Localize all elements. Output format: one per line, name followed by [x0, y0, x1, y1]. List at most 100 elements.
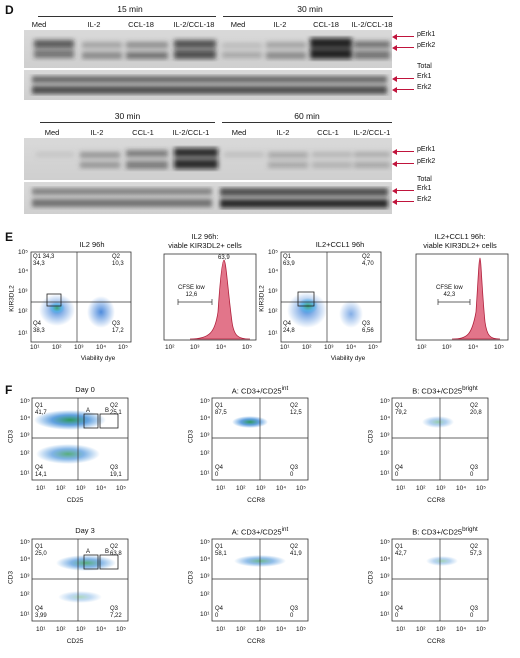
- f1-ylabel: CD3: [7, 430, 15, 444]
- e1-q4: Q4 38,3: [33, 321, 45, 334]
- f2-ytick-4: 10²: [200, 450, 210, 457]
- blot2-perk2-label: pErk2: [417, 158, 436, 165]
- blot1-perk1-label: pErk1: [417, 31, 436, 38]
- f1-xtick-1: 10¹: [36, 485, 46, 492]
- f3-ylabel: CD3: [367, 430, 375, 444]
- f6-xtick-5: 10⁵: [476, 626, 486, 633]
- e3-q2: Q2 4,70: [362, 254, 374, 267]
- e3-xtick-1: 10¹: [280, 344, 290, 351]
- blot2-time-bar-2: [222, 122, 392, 123]
- blot2-erk1-arrow: [392, 187, 414, 194]
- blot1-phospho-image: [24, 30, 392, 68]
- e4-cfse-gate: CFSE low 42,3: [436, 285, 463, 298]
- f3-ytick-2: 10⁴: [380, 415, 391, 422]
- f4-ytick-2: 10⁴: [20, 556, 31, 563]
- f6-xtick-3: 10³: [436, 626, 446, 633]
- blot1-lane-6: IL-2: [273, 20, 287, 29]
- e2-cfse-gate: CFSE low 12,6: [178, 285, 205, 298]
- f1-xtick-5: 10⁵: [116, 485, 126, 492]
- e1-ytick-1: 10⁵: [18, 249, 28, 256]
- f3-ytick-4: 10²: [380, 450, 390, 457]
- blot2-perk1-label: pErk1: [417, 146, 436, 153]
- f2-title: A: CD3+/CD25int: [231, 385, 289, 396]
- f6-xtick-2: 10²: [416, 626, 426, 633]
- f3-xtick-2: 10²: [416, 485, 426, 492]
- e1-q2: Q2 10,3: [112, 254, 124, 267]
- f1-ytick-5: 10¹: [20, 470, 30, 477]
- f1-title: Day 0: [75, 385, 95, 394]
- f6-ytick-2: 10⁴: [380, 556, 391, 563]
- blot1-lane-2: IL-2: [87, 20, 101, 29]
- blot1-perk1-arrow: [392, 33, 414, 40]
- blot1-erk1-label: Erk1: [417, 73, 432, 80]
- f1-ytick-4: 10²: [20, 450, 30, 457]
- e3-ylabel: KIR3DL2: [258, 285, 266, 312]
- f3-q2: Q2 20,8: [470, 403, 482, 416]
- e3-ytick-1: 10⁵: [268, 249, 278, 256]
- blot1-erk1-arrow: [392, 75, 414, 82]
- f5-title: A: CD3+/CD25int: [231, 526, 289, 537]
- f4-ytick-3: 10³: [20, 573, 30, 580]
- f6-xtick-4: 10⁴: [456, 626, 467, 633]
- e1-ytick-4: 10²: [18, 308, 28, 315]
- f1-xtick-2: 10²: [56, 485, 66, 492]
- f3-q4: Q4 0: [395, 465, 404, 478]
- blot2-lane-8: IL-2/CCL-1: [353, 128, 391, 137]
- f1-xtick-4: 10⁴: [96, 485, 107, 492]
- blot2-lane-6: IL-2: [276, 128, 290, 137]
- f3-xtick-4: 10⁴: [456, 485, 467, 492]
- f6-ytick-1: 10⁵: [380, 539, 390, 546]
- e2-histogram: [163, 253, 257, 341]
- blot1-time-30: 30 min: [297, 4, 323, 14]
- f2-xtick-2: 10²: [236, 485, 246, 492]
- e3-q1: Q1 63,9: [283, 254, 295, 267]
- f2-q4: Q4 0: [215, 465, 224, 478]
- f3-xtick-3: 10³: [436, 485, 446, 492]
- blot2-erk2-arrow: [392, 198, 414, 205]
- f4-q4: Q4 3,99: [35, 606, 47, 619]
- f1-ytick-2: 10⁴: [20, 415, 31, 422]
- blot1-perk2-label: pErk2: [417, 42, 436, 49]
- f2-xtick-1: 10¹: [216, 485, 226, 492]
- f4-xtick-3: 10³: [76, 626, 86, 633]
- f2-xlabel: CCR8: [247, 497, 265, 504]
- f5-xtick-5: 10⁵: [296, 626, 306, 633]
- f1-q3: Q3 19,1: [110, 465, 122, 478]
- f5-ytick-5: 10¹: [200, 611, 210, 618]
- f1-gate-a: A: [86, 408, 91, 414]
- e4-xtick-1: 10²: [417, 344, 427, 351]
- panel-d-letter: D: [5, 3, 14, 17]
- f4-gate-a: A: [86, 549, 91, 555]
- f3-q3: Q3 0: [470, 465, 479, 478]
- f1-dotplot: [31, 397, 129, 481]
- blot2-phospho-image: [24, 138, 392, 180]
- f6-ytick-3: 10³: [380, 573, 390, 580]
- f2-q1: Q1 87,5: [215, 403, 227, 416]
- f4-q3: Q3 7,22: [110, 606, 122, 619]
- blot1-lane-5: Med: [230, 20, 246, 29]
- f4-ylabel: CD3: [7, 571, 15, 585]
- f6-ytick-5: 10¹: [380, 611, 390, 618]
- f2-dotplot: [211, 397, 309, 481]
- e4-xtick-2: 10³: [442, 344, 452, 351]
- panel-e-letter: E: [5, 230, 14, 244]
- f6-q1: Q1 42,7: [395, 544, 407, 557]
- f4-q1: Q1 25,0: [35, 544, 47, 557]
- f5-q4: Q4 0: [215, 606, 224, 619]
- f4-ytick-1: 10⁵: [20, 539, 30, 546]
- f3-dotplot: [391, 397, 489, 481]
- e3-title: IL2+CCL1 96h: [315, 240, 365, 249]
- e1-ytick-2: 10⁴: [18, 268, 29, 275]
- e2-xtick-1: 10²: [165, 344, 175, 351]
- blot2-lane-4: IL-2/CCL-1: [172, 128, 210, 137]
- blot1-erk2-label: Erk2: [417, 84, 432, 91]
- f2-ytick-3: 10³: [200, 432, 210, 439]
- f5-xlabel: CCR8: [247, 638, 265, 645]
- f6-q2: Q2 57,3: [470, 544, 482, 557]
- f1-q2: Q2 25,1: [110, 403, 122, 416]
- blot2-erk2-label: Erk2: [417, 196, 432, 203]
- blot1-lane-7: CCL-18: [313, 20, 339, 29]
- e3-xtick-2: 10²: [302, 344, 312, 351]
- f2-xtick-5: 10⁵: [296, 485, 306, 492]
- blot1-lane-3: CCL-18: [128, 20, 154, 29]
